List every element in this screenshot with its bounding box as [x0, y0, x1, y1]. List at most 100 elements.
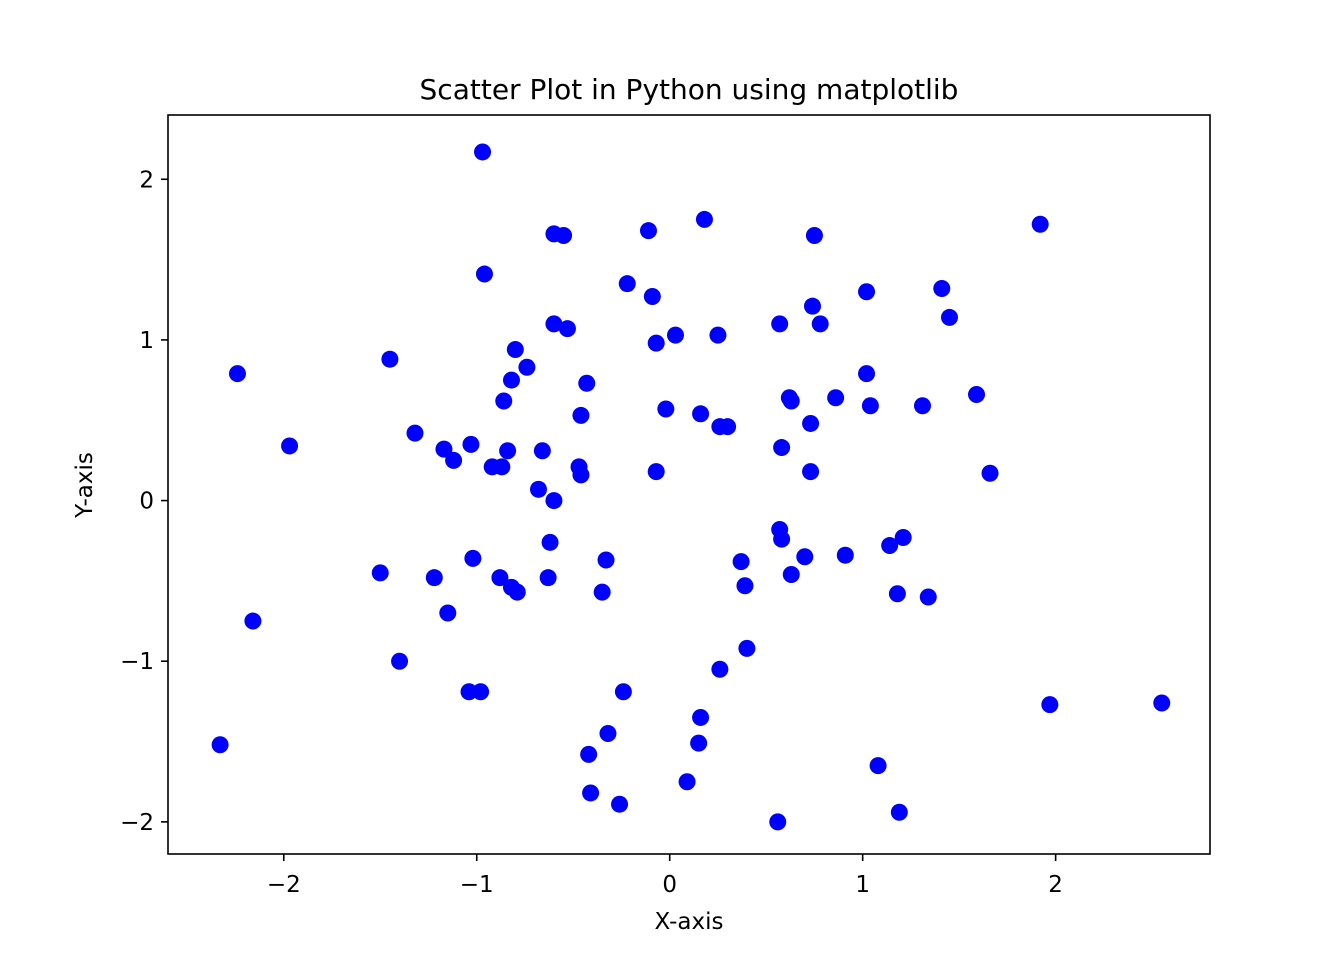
data-point — [639, 222, 657, 240]
data-point — [539, 569, 557, 587]
data-point — [858, 283, 876, 301]
data-point — [558, 320, 576, 338]
data-point — [475, 265, 493, 283]
data-point — [732, 553, 750, 571]
data-point — [474, 143, 492, 161]
data-point — [643, 288, 661, 306]
data-point — [495, 392, 513, 410]
data-point — [827, 389, 845, 407]
data-point — [435, 440, 453, 458]
data-point — [858, 365, 876, 383]
data-point — [491, 569, 509, 587]
data-point — [692, 405, 710, 423]
x-tick-label: −1 — [460, 872, 494, 898]
data-point — [894, 529, 912, 547]
data-point — [541, 533, 559, 551]
data-point — [599, 725, 617, 743]
data-point — [545, 492, 563, 510]
y-tick-label: −1 — [120, 649, 154, 675]
data-point — [981, 464, 999, 482]
data-point — [736, 577, 754, 595]
data-point — [805, 226, 823, 244]
data-point — [472, 683, 490, 701]
data-point — [464, 549, 482, 567]
data-point — [738, 639, 756, 657]
data-point — [462, 435, 480, 453]
data-point — [425, 569, 443, 587]
x-axis-ticks: −2 −1 0 1 2 — [267, 854, 1063, 898]
data-point — [1041, 696, 1059, 714]
data-point — [211, 736, 229, 754]
data-point — [572, 466, 590, 484]
data-point — [913, 397, 931, 415]
data-point — [555, 226, 573, 244]
data-point — [545, 315, 563, 333]
data-point — [647, 463, 665, 481]
data-point — [678, 773, 696, 791]
data-point — [804, 297, 821, 315]
data-point — [614, 683, 632, 701]
data-point — [533, 442, 551, 460]
plot-frame — [167, 114, 1211, 855]
y-tick-label: 2 — [139, 167, 154, 193]
data-point — [968, 386, 986, 404]
data-point — [869, 757, 887, 775]
data-point — [695, 210, 713, 228]
data-point — [611, 795, 629, 813]
data-point — [782, 392, 800, 410]
data-point — [445, 451, 463, 469]
y-axis-ticks: −2 −1 0 1 2 — [120, 167, 168, 836]
data-point — [281, 437, 299, 455]
data-point — [371, 564, 389, 582]
chart-title: Scatter Plot in Python using matplotlib — [420, 73, 959, 106]
data-point — [439, 604, 457, 622]
data-point — [391, 652, 409, 670]
data-point — [597, 551, 615, 569]
data-point — [618, 275, 636, 293]
data-point — [1031, 215, 1049, 233]
data-point — [647, 334, 665, 352]
data-point — [919, 588, 937, 606]
data-point — [666, 326, 684, 344]
data-point — [881, 537, 899, 555]
points-layer — [211, 143, 1171, 831]
data-point — [802, 463, 820, 481]
data-point — [582, 784, 600, 802]
data-point — [1153, 694, 1171, 712]
data-point — [692, 708, 710, 726]
data-point — [381, 350, 399, 368]
data-point — [499, 442, 517, 460]
data-point — [811, 315, 829, 333]
data-point — [228, 365, 246, 383]
data-point — [861, 397, 879, 415]
data-point — [508, 583, 526, 601]
data-point — [502, 371, 520, 389]
data-point — [941, 308, 958, 326]
x-axis-label: X-axis — [655, 909, 724, 935]
y-tick-label: 0 — [139, 489, 154, 515]
data-point — [244, 612, 262, 630]
data-point — [796, 548, 814, 566]
data-point — [709, 326, 727, 344]
data-point — [836, 546, 854, 564]
data-point — [773, 530, 791, 548]
data-point — [593, 583, 611, 601]
data-point — [578, 374, 596, 392]
data-point — [888, 585, 906, 603]
data-point — [518, 358, 536, 376]
data-point — [771, 315, 789, 333]
x-tick-label: 1 — [855, 872, 870, 898]
data-point — [493, 458, 511, 476]
y-tick-label: 1 — [139, 328, 154, 354]
x-tick-label: 2 — [1048, 872, 1063, 898]
data-point — [529, 480, 547, 498]
data-point — [580, 745, 598, 763]
data-point — [782, 565, 800, 583]
data-point — [933, 280, 951, 297]
x-tick-label: −2 — [267, 872, 301, 898]
data-point — [506, 341, 524, 359]
y-tick-label: −2 — [120, 810, 154, 836]
data-point — [657, 400, 675, 418]
data-point — [572, 406, 590, 424]
